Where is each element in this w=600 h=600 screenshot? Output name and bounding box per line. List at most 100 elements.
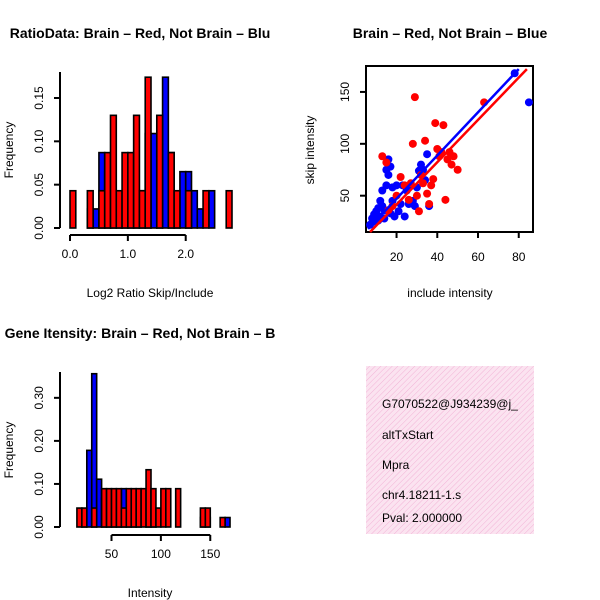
y-tick-label: 0.00 — [32, 515, 46, 539]
brain-point — [408, 139, 417, 148]
brain-bar — [165, 487, 172, 528]
brain-point — [419, 179, 428, 188]
intensity-scatter-frame — [365, 65, 534, 233]
brain-bar — [81, 507, 88, 528]
brain-bar — [121, 151, 129, 229]
not-brain-bar — [92, 208, 100, 229]
brain-bar — [204, 507, 212, 528]
brain-bar — [86, 189, 94, 229]
brain-point — [425, 199, 434, 208]
info-line-gene-id: G7070522@J934239@j_ — [382, 397, 518, 411]
brain-point — [382, 158, 391, 167]
brain-bar — [138, 189, 147, 229]
brain-bar — [174, 487, 182, 528]
brain-bar — [109, 114, 118, 229]
intensity-histogram-axes: 50 100 150 0.00 0.10 0.20 0.30 — [32, 372, 221, 561]
not-brain-point — [394, 207, 403, 216]
brain-point — [447, 160, 456, 169]
ratio-histogram-chart: RatioData: Brain – Red, Not Brain – Blu … — [2, 25, 270, 300]
intensity-histogram-title: Gene Itensity: Brain – Red, Not Brain – … — [5, 325, 276, 341]
brain-bar — [225, 189, 233, 229]
brain-point — [449, 152, 458, 161]
x-tick-label: 40 — [431, 250, 445, 264]
y-tick-label: 0.20 — [32, 429, 46, 453]
brain-fit-line — [369, 68, 528, 233]
brain-point — [429, 175, 438, 184]
intensity-scatter-points — [366, 68, 533, 233]
not-brain-point — [392, 181, 401, 190]
not-brain-bar — [208, 189, 216, 229]
x-tick-label: 60 — [471, 250, 485, 264]
intensity-scatter-axes: 20 40 60 80 50 100 150 — [338, 82, 526, 264]
brain-point — [396, 173, 405, 182]
brain-bar — [115, 189, 123, 229]
intensity-scatter-title: Brain – Red, Not Brain – Blue — [353, 25, 548, 41]
info-panel-background — [366, 366, 534, 534]
info-panel: G7070522@J934239@j_ altTxStart Mpra chr4… — [366, 366, 534, 534]
not-brain-bar — [150, 132, 158, 229]
x-tick-label: 80 — [512, 250, 526, 264]
brain-bar — [69, 189, 77, 229]
brain-point — [412, 191, 421, 200]
ratio-histogram-title: RatioData: Brain – Red, Not Brain – Blu — [10, 25, 271, 41]
y-tick-label: 0.05 — [32, 173, 46, 197]
brain-point — [378, 152, 387, 161]
not-brain-bar — [190, 189, 199, 229]
ratio-histogram-red-bars — [69, 76, 233, 229]
intensity-histogram-x-label: Intensity — [128, 586, 173, 600]
brain-bar — [155, 114, 164, 229]
y-tick-label: 0.15 — [32, 86, 46, 110]
not-brain-fit-line — [367, 68, 520, 230]
brain-point — [453, 165, 462, 174]
info-pval: Pval: 2.000000 — [382, 511, 462, 525]
y-tick-label: 100 — [338, 133, 352, 153]
intensity-scatter-chart: Brain – Red, Not Brain – Blue include in… — [303, 25, 547, 300]
x-tick-label: 20 — [390, 250, 404, 264]
info-line-event-type: altTxStart — [382, 428, 434, 442]
x-tick-label: 0.0 — [62, 247, 79, 261]
brain-bar — [202, 189, 210, 229]
brain-point — [421, 136, 430, 145]
intensity-scatter-x-label: include intensity — [407, 286, 492, 300]
intensity-histogram-y-label: Frequency — [2, 422, 16, 479]
x-tick-label: 150 — [200, 547, 220, 561]
not-brain-point — [382, 181, 391, 190]
ratio-histogram-x-label: Log2 Ratio Skip/Include — [87, 286, 214, 300]
brain-point — [427, 181, 436, 190]
brain-bar — [144, 76, 152, 229]
ratio-histogram-axes: 0.0 1.0 2.0 0.00 0.05 0.10 0.15 — [32, 72, 194, 261]
x-tick-label: 50 — [105, 547, 119, 561]
not-brain-point — [423, 150, 432, 159]
info-line-gene-name: Mpra — [382, 458, 410, 472]
y-tick-label: 150 — [338, 82, 352, 102]
intensity-histogram-chart: Gene Itensity: Brain – Red, Not Brain – … — [2, 325, 275, 600]
not-brain-bar — [161, 76, 170, 229]
brain-bar — [132, 114, 141, 229]
info-line-location: chr4.18211-1.s — [382, 488, 461, 502]
brain-point — [441, 195, 450, 204]
x-tick-label: 100 — [151, 547, 171, 561]
brain-bar — [98, 189, 106, 229]
not-brain-point — [384, 170, 393, 179]
brain-point — [410, 93, 419, 102]
brain-bar — [173, 189, 181, 229]
x-tick-label: 1.0 — [120, 247, 137, 261]
brain-point — [431, 119, 440, 128]
x-tick-label: 2.0 — [177, 247, 194, 261]
brain-bar — [90, 507, 98, 528]
brain-bar — [219, 516, 226, 528]
intensity-scatter-y-label: skip intensity — [303, 116, 317, 185]
brain-bar — [184, 189, 193, 229]
not-brain-bar — [196, 208, 204, 229]
brain-point — [423, 189, 432, 198]
brain-point — [404, 195, 413, 204]
y-tick-label: 0.10 — [32, 472, 46, 496]
ratio-histogram-y-label: Frequency — [2, 122, 16, 179]
not-brain-bar — [179, 170, 187, 229]
brain-point — [439, 121, 448, 130]
y-tick-label: 0.10 — [32, 129, 46, 153]
brain-bar — [103, 151, 112, 229]
intensity-histogram-red-bars — [76, 468, 226, 528]
brain-point — [414, 207, 423, 216]
